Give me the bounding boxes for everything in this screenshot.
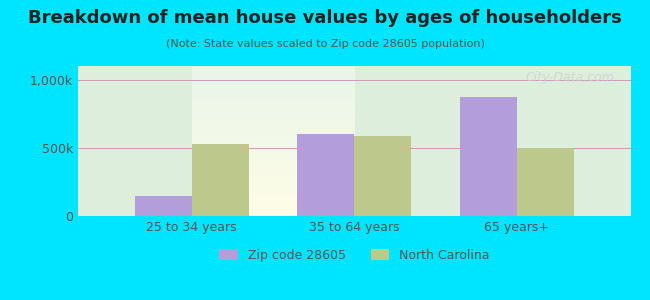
Bar	[517, 148, 573, 216]
Text: (Note: State values scaled to Zip code 28605 population): (Note: State values scaled to Zip code 2…	[166, 39, 484, 49]
Bar	[460, 97, 517, 216]
Bar	[298, 134, 354, 216]
Bar	[135, 196, 192, 216]
Bar	[354, 136, 411, 216]
Bar	[192, 144, 248, 216]
Legend: Zip code 28605, North Carolina: Zip code 28605, North Carolina	[214, 244, 495, 267]
Text: City-Data.com: City-Data.com	[525, 70, 614, 83]
Text: Breakdown of mean house values by ages of householders: Breakdown of mean house values by ages o…	[28, 9, 622, 27]
